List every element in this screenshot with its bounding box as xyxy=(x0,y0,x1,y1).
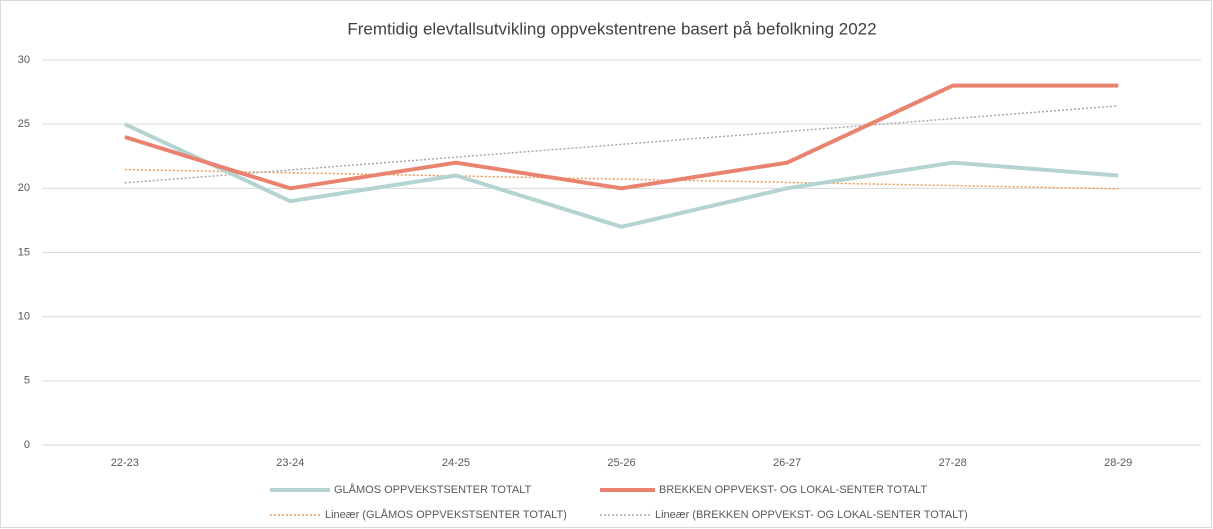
series-line xyxy=(123,122,1119,229)
y-tick-label: 0 xyxy=(24,439,30,451)
legend-label: BREKKEN OPPVEKST- OG LOKAL-SENTER TOTALT xyxy=(659,484,927,496)
x-tick-label: 24-25 xyxy=(442,457,470,469)
x-tick-label: 28-29 xyxy=(1104,457,1132,469)
trendline xyxy=(124,168,1119,190)
legend-label: Lineær (BREKKEN OPPVEKST- OG LOKAL-SENTE… xyxy=(655,509,968,521)
chart-title: Fremtidig elevtallsutvikling oppvekstent… xyxy=(347,19,876,38)
series-line xyxy=(124,83,1119,191)
y-tick-label: 10 xyxy=(18,311,30,323)
y-tick-label: 15 xyxy=(18,246,30,258)
y-tick-label: 5 xyxy=(24,375,30,387)
x-tick-label: 22-23 xyxy=(111,457,139,469)
y-tick-label: 25 xyxy=(18,118,30,130)
legend-label: Lineær (GLÅMOS OPPVEKSTSENTER TOTALT) xyxy=(325,508,567,521)
y-tick-label: 30 xyxy=(18,54,30,66)
x-tick-label: 25-26 xyxy=(607,457,635,469)
y-tick-label: 20 xyxy=(18,182,30,194)
x-tick-label: 23-24 xyxy=(276,457,304,469)
legend-label: GLÅMOS OPPVEKSTSENTER TOTALT xyxy=(334,483,532,496)
x-tick-label: 26-27 xyxy=(773,457,801,469)
x-tick-label: 27-28 xyxy=(939,457,967,469)
